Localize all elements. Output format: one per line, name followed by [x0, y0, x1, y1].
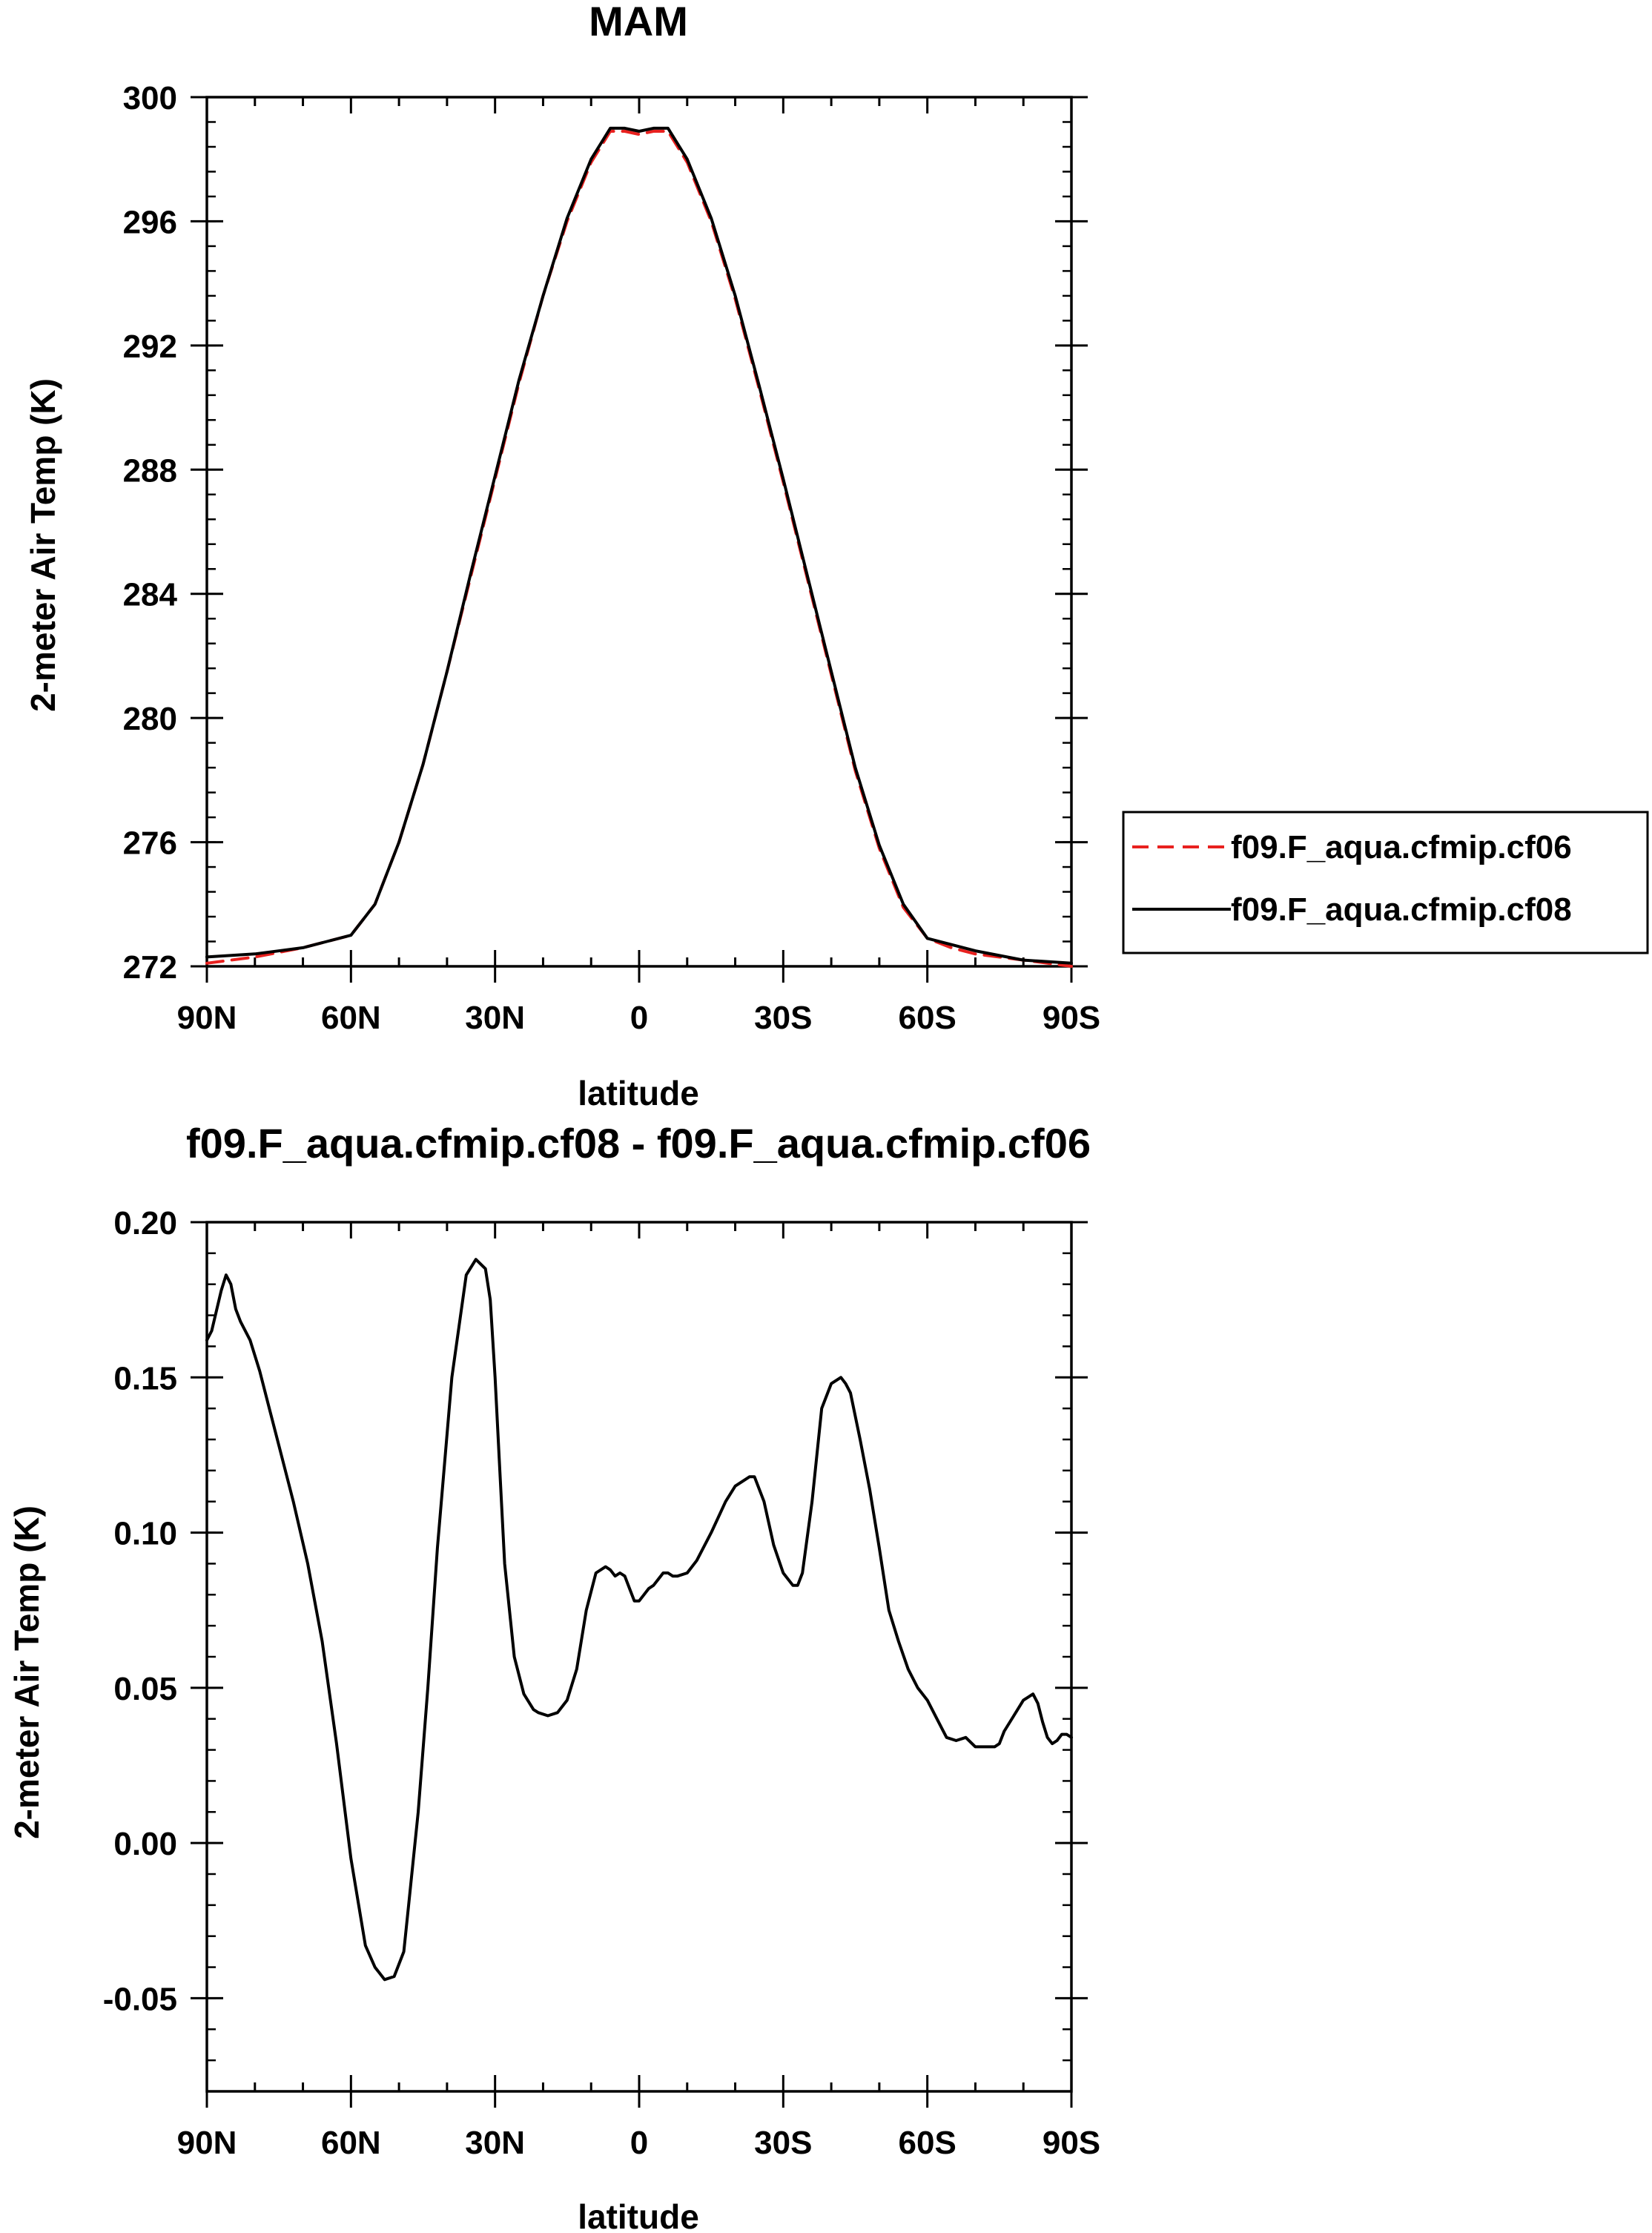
x-tick-label: 60N — [321, 2125, 381, 2161]
plot-area — [205, 1221, 1073, 2093]
x-tick-label: 90N — [177, 1000, 237, 1036]
x-tick-label: 30N — [465, 2125, 525, 2161]
series-lines — [205, 126, 1073, 968]
x-tick-label: 90S — [1043, 1000, 1100, 1036]
series-lines — [205, 1258, 1073, 1982]
x-tick-label: 0 — [630, 2125, 648, 2161]
legend-box — [1122, 811, 1649, 954]
x-tick-label: 90N — [177, 2125, 237, 2161]
series-line-cf06 — [205, 130, 1073, 968]
plot-frame — [205, 96, 1073, 968]
y-tick-label: 276 — [123, 825, 177, 862]
plot-frame — [205, 1221, 1073, 2093]
series-line-difference — [205, 1258, 1073, 1982]
x-axis-label: latitude — [578, 1074, 699, 1112]
y-tick-label: 0.10 — [113, 1516, 177, 1552]
x-axis-label: latitude — [578, 2197, 699, 2233]
legend: f09.F_aqua.cfmip.cf06 f09.F_aqua.cfmip.c… — [1122, 811, 1649, 954]
y-tick-label: 296 — [123, 204, 177, 240]
difference-chart: f09.F_aqua.cfmip.cf08 - f09.F_aqua.cfmip… — [7, 1120, 1100, 2233]
y-tick-label: 280 — [123, 701, 177, 737]
y-tick-label: -0.05 — [103, 1981, 177, 2017]
y-axis-ticks: -0.05 0.00 0.05 0.10 0.15 0.20 — [103, 1205, 1088, 2093]
x-tick-label: 30S — [754, 1000, 812, 1036]
x-tick-label: 30S — [754, 2125, 812, 2161]
y-axis-label: 2-meter Air Temp (K) — [7, 1505, 46, 1839]
y-tick-label: 288 — [123, 452, 177, 489]
x-tick-label: 90S — [1043, 2125, 1100, 2161]
chart-title: f09.F_aqua.cfmip.cf08 - f09.F_aqua.cfmip… — [186, 1120, 1091, 1167]
chart-title: MAM — [589, 0, 688, 44]
x-axis-ticks: 90N 60N 30N 0 30S 60S 90S — [177, 97, 1100, 1036]
x-tick-label: 60S — [899, 2125, 956, 2161]
y-axis-ticks: 272 276 280 284 288 292 296 300 — [123, 80, 1088, 986]
y-tick-label: 0.05 — [113, 1671, 177, 1707]
y-tick-label: 0.20 — [113, 1205, 177, 1241]
plot-area — [205, 96, 1073, 968]
temperature-chart: MAM 90N 60N 30N 0 30S 60S 90S 2722762802842882… — [24, 0, 1649, 1112]
y-tick-label: 272 — [123, 949, 177, 986]
y-tick-label: 0.00 — [113, 1826, 177, 1862]
y-tick-label: 0.15 — [113, 1360, 177, 1396]
x-tick-label: 60N — [321, 1000, 381, 1036]
legend-label-cf08: f09.F_aqua.cfmip.cf08 — [1231, 891, 1572, 928]
x-axis-ticks: 90N 60N 30N 0 30S 60S 90S — [177, 1222, 1100, 2161]
y-tick-label: 284 — [123, 577, 178, 613]
y-tick-label: 300 — [123, 80, 177, 116]
x-tick-label: 0 — [630, 1000, 648, 1036]
series-line-cf08 — [205, 126, 1073, 965]
x-tick-label: 60S — [899, 1000, 956, 1036]
y-tick-label: 292 — [123, 329, 177, 365]
x-tick-label: 30N — [465, 1000, 525, 1036]
y-axis-label: 2-meter Air Temp (K) — [24, 378, 62, 712]
legend-label-cf06: f09.F_aqua.cfmip.cf06 — [1231, 829, 1572, 865]
